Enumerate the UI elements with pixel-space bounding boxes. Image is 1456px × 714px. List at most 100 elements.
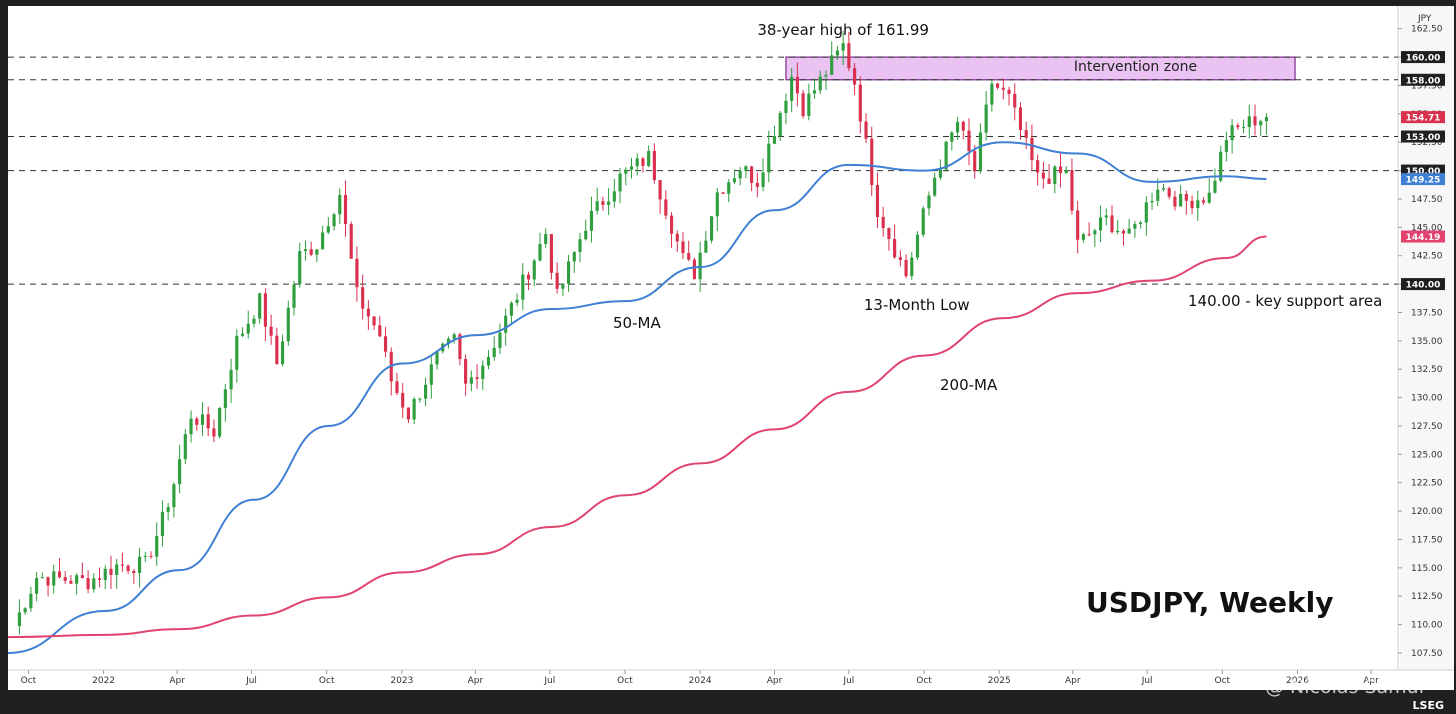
ma50-line [8, 141, 1267, 654]
intervention-zone-label: Intervention zone [1074, 59, 1197, 75]
candle-body [1070, 170, 1074, 211]
candle-body [1259, 121, 1263, 126]
candle-body [149, 555, 153, 557]
candle-body [1013, 93, 1017, 108]
candle-body [1098, 217, 1103, 231]
candle-body [1058, 166, 1063, 173]
candle-body [835, 50, 839, 56]
candle-body [343, 194, 348, 225]
currency-label: JPY [1417, 14, 1432, 24]
annotation-key-support: 140.00 - key support area [1188, 292, 1382, 310]
candle-body [1264, 117, 1269, 122]
candle-body [784, 100, 788, 113]
candle-body [1007, 89, 1011, 94]
candle-body [97, 578, 102, 580]
y-tick-label: 107.50 [1411, 649, 1443, 659]
annotation-38-year-high: 38-year high of 161.99 [757, 21, 929, 39]
candle-body [715, 192, 719, 217]
x-tick-label: Jul [1141, 676, 1153, 686]
candle-body [933, 177, 937, 196]
candle-body [1224, 140, 1228, 152]
candle-body [704, 240, 708, 253]
level-label-box [1401, 130, 1445, 143]
chart-title: USDJPY, Weekly [1086, 586, 1333, 619]
x-tick-label: 2023 [390, 676, 413, 686]
candle-body [1201, 200, 1206, 203]
candle-body [921, 208, 925, 235]
candle-body [887, 228, 891, 240]
candle-body [538, 243, 542, 261]
candle-body [126, 565, 130, 572]
candle-body [1196, 200, 1200, 209]
candle-body [418, 398, 422, 400]
candle-body [189, 418, 193, 435]
x-tick-label: Jul [543, 676, 555, 686]
level-label-box [1401, 278, 1445, 291]
candle-body [452, 334, 456, 339]
candle-body [63, 577, 67, 581]
candle-body [298, 251, 302, 285]
lseg-brand: LSEG [1412, 699, 1444, 712]
candle-body [973, 151, 977, 172]
y-tick-label: 122.50 [1411, 479, 1443, 489]
candle-body [818, 76, 822, 91]
candle-body [950, 132, 954, 142]
level-label: 158.00 [1406, 76, 1441, 86]
candle-body [366, 308, 370, 317]
candle-body [790, 76, 794, 101]
candle-body [624, 169, 628, 174]
y-tick-label: 125.00 [1411, 450, 1443, 460]
candle-body [275, 335, 279, 365]
candle-body [996, 83, 1000, 88]
candle-body [675, 233, 679, 242]
candle-body [744, 166, 748, 171]
candle-body [29, 593, 33, 609]
candle-body [692, 259, 696, 280]
candle-body [767, 143, 771, 173]
candle-body [1064, 170, 1068, 173]
candle-body [681, 241, 685, 254]
candle-body [652, 150, 656, 181]
y-tick-label: 145.00 [1411, 223, 1443, 233]
candles-group [17, 30, 1269, 635]
candle-body [315, 249, 319, 255]
candle-body [464, 359, 468, 384]
candle-body [967, 130, 971, 152]
candle-body [858, 84, 862, 122]
x-tick-label: 2024 [689, 676, 712, 686]
candle-body [1190, 200, 1194, 209]
candle-body [218, 408, 222, 437]
level-label-box [1401, 51, 1445, 64]
candle-body [1144, 202, 1148, 223]
candle-body [881, 217, 885, 229]
candle-body [1236, 125, 1240, 128]
candle-body [321, 232, 325, 250]
candle-body [875, 184, 880, 218]
candle-body [292, 284, 296, 308]
candle-body [1018, 107, 1023, 131]
candle-body [635, 158, 639, 167]
candle-body [195, 418, 199, 425]
candle-body [269, 326, 273, 336]
candle-body [120, 564, 124, 566]
candle-body [584, 230, 588, 240]
candle-body [1036, 160, 1040, 173]
candle-body [521, 274, 525, 300]
candle-body [515, 299, 519, 303]
candle-body [801, 93, 805, 116]
annotation-13-month-low: 13-Month Low [864, 296, 970, 314]
candle-body [1247, 116, 1251, 128]
x-tick-label: Jul [842, 676, 854, 686]
candle-body [361, 287, 365, 309]
y-tick-label: 137.50 [1411, 308, 1443, 318]
candle-body [904, 260, 908, 277]
candle-body [429, 364, 433, 385]
candle-body [612, 191, 616, 202]
y-tick-label: 112.50 [1411, 592, 1443, 602]
candle-body [263, 293, 267, 327]
candle-body [944, 141, 948, 170]
candle-body [589, 210, 594, 231]
candle-body [86, 578, 90, 590]
candle-body [721, 192, 725, 194]
